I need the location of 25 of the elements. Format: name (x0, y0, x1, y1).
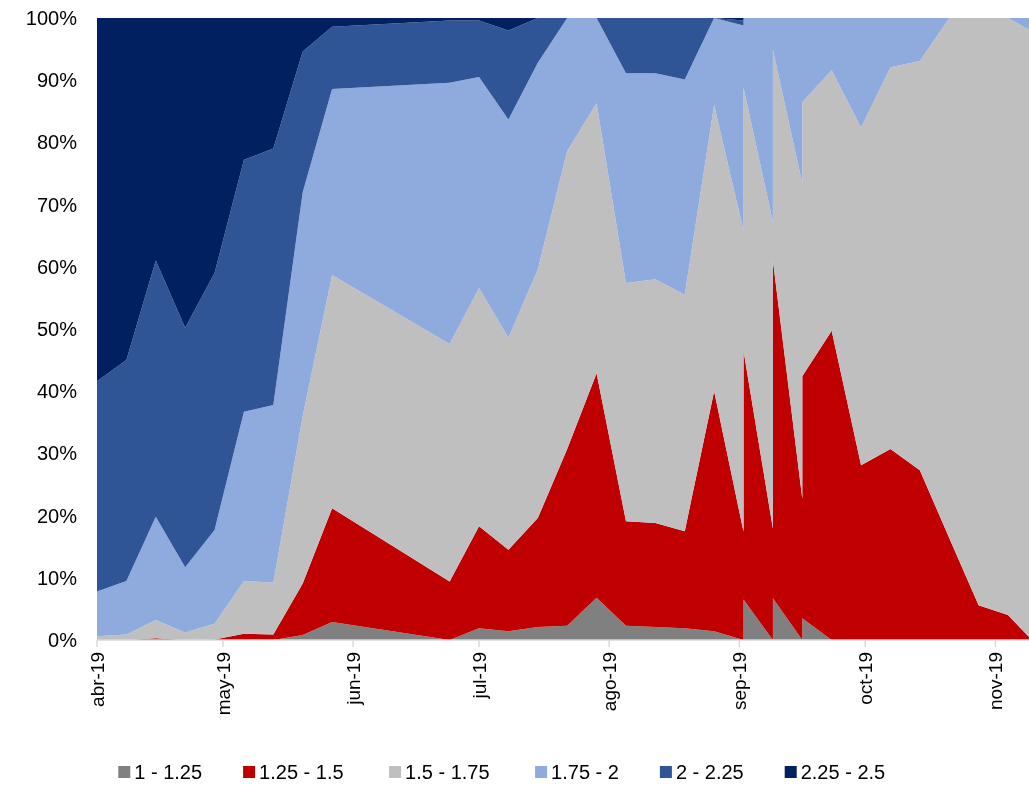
legend-label: 1.25 - 1.5 (259, 761, 344, 783)
x-tick-label: jun-19 (343, 652, 365, 706)
y-tick-label: 40% (36, 380, 78, 403)
legend-label: 1 - 1.25 (134, 761, 203, 783)
y-tick-label: 0% (48, 629, 78, 651)
y-tick-label: 80% (36, 131, 78, 154)
y-tick-label: 30% (36, 442, 78, 465)
y-tick-label: 10% (36, 566, 78, 589)
y-tick-label: 20% (36, 504, 78, 527)
y-tick-label: 90% (36, 69, 78, 92)
legend-label: 1.5 - 1.75 (405, 761, 490, 783)
y-tick-label: 60% (36, 255, 78, 278)
y-tick-label: 100% (25, 7, 78, 29)
legend-label: 2.25 - 2.5 (800, 761, 886, 783)
x-tick-label: nov-19 (985, 652, 1007, 711)
legend-label: 2 - 2.25 (675, 761, 744, 783)
legend-label: 1.75 - 2 (551, 761, 619, 783)
y-tick-label: 50% (36, 318, 78, 340)
x-tick-label: sep-19 (729, 652, 751, 711)
x-tick-label: may-19 (212, 652, 234, 716)
x-tick-label: ago-19 (599, 652, 621, 712)
x-tick-label: jul-19 (469, 652, 491, 700)
x-tick-label: oct-19 (855, 652, 877, 705)
y-tick-label: 70% (36, 193, 78, 216)
x-tick-label: abr-19 (87, 652, 108, 707)
